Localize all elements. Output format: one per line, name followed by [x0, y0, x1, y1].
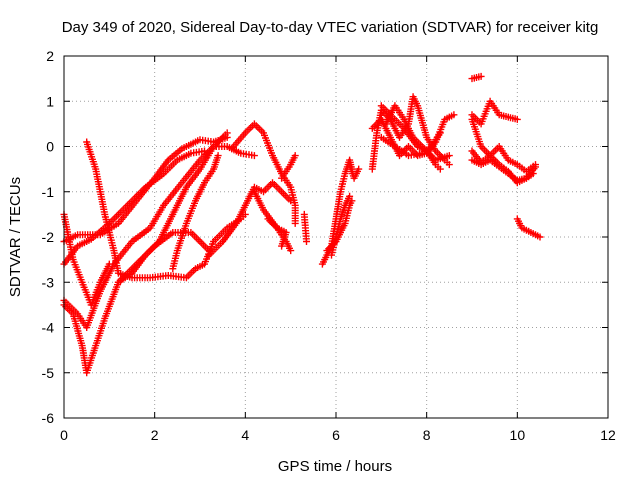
data-points — [60, 72, 544, 377]
data-point-marker — [436, 129, 444, 137]
data-point-marker — [291, 219, 299, 227]
data-point-marker — [436, 165, 444, 173]
data-point-marker — [532, 163, 539, 171]
y-tick-label: -5 — [42, 365, 55, 381]
data-point-marker — [477, 72, 485, 80]
data-point-marker — [445, 161, 453, 169]
x-tick-label: 2 — [151, 427, 159, 443]
x-tick-label: 4 — [241, 427, 249, 443]
y-tick-label: 2 — [46, 48, 54, 64]
data-point-marker — [513, 115, 521, 123]
plot-frame — [63, 55, 609, 419]
y-tick-label: -6 — [42, 410, 55, 426]
data-point-marker — [355, 165, 363, 173]
data-point-marker — [214, 152, 222, 160]
data-point-marker — [303, 238, 310, 245]
y-tick-label: -1 — [42, 184, 55, 200]
x-tick-label: 12 — [600, 427, 616, 443]
data-point-marker — [287, 247, 295, 255]
data-point-marker — [250, 152, 258, 160]
y-axis-title: SDTVAR / TECUs — [7, 177, 24, 297]
data-point-marker — [445, 152, 453, 160]
x-tick-label: 0 — [60, 427, 68, 443]
y-tick-label: 0 — [46, 139, 54, 155]
data-point-marker — [346, 192, 354, 200]
x-axis-ticks: 0 2 4 6 8 10 12 — [60, 56, 616, 443]
y-tick-label: -2 — [42, 229, 55, 245]
x-tick-label: 8 — [423, 427, 431, 443]
x-tick-label: 10 — [510, 427, 526, 443]
y-tick-label: 1 — [46, 93, 54, 109]
y-tick-label: -4 — [42, 320, 55, 336]
chart-title: Day 349 of 2020, Sidereal Day-to-day VTE… — [62, 19, 599, 36]
data-point-marker — [450, 111, 458, 119]
x-tick-label: 6 — [332, 427, 340, 443]
data-point-marker — [536, 233, 544, 241]
x-axis-title: GPS time / hours — [278, 458, 392, 475]
data-point-marker — [348, 197, 356, 205]
data-point-marker — [223, 129, 231, 137]
data-point-marker — [278, 242, 286, 250]
data-point-marker — [105, 260, 113, 268]
y-axis-ticks: -6 -5 -4 -3 -2 -1 0 1 2 — [42, 48, 608, 426]
data-point-marker — [291, 152, 299, 160]
y-tick-label: -3 — [42, 274, 55, 290]
